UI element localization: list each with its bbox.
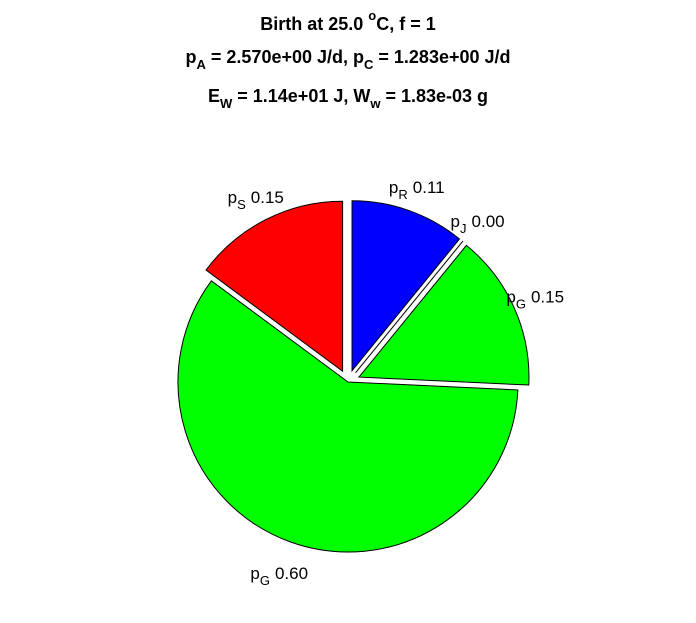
slice-label: pS 0.15 bbox=[228, 188, 284, 212]
chart-title: pA = 2.570e+00 J/d, pC = 1.283e+00 J/d bbox=[186, 47, 511, 73]
pie-slice bbox=[351, 200, 461, 373]
title-segment: A bbox=[197, 57, 207, 72]
pie-slice bbox=[205, 200, 344, 373]
slice-label-subscript: R bbox=[398, 187, 407, 202]
slice-label-symbol: p bbox=[451, 213, 460, 232]
slice-value-label: 0.60 bbox=[275, 565, 308, 584]
slice-label: pG 0.15 bbox=[506, 288, 564, 312]
title-segment: C bbox=[364, 57, 374, 72]
title-segment: Birth at 25.0 bbox=[260, 14, 368, 34]
title-segment: = 1.283e+00 J/d bbox=[373, 47, 510, 67]
slice-value-label: 0.15 bbox=[251, 188, 284, 207]
slice-label-symbol: p bbox=[389, 178, 398, 197]
slice-label: pG 0.60 bbox=[250, 565, 308, 589]
slice-label-subscript: G bbox=[516, 297, 526, 312]
title-segment: C, f = 1 bbox=[376, 14, 436, 34]
title-segment: = 1.83e-03 g bbox=[380, 86, 488, 106]
slice-label-subscript: S bbox=[237, 197, 246, 212]
title-segment: W bbox=[220, 96, 233, 111]
slice-label: pJ 0.00 bbox=[451, 213, 505, 237]
slice-label: pR 0.11 bbox=[389, 178, 445, 202]
slice-label-symbol: p bbox=[228, 188, 237, 207]
title-segment: = 2.570e+00 J/d, p bbox=[206, 47, 364, 67]
slice-value-label: 0.00 bbox=[472, 213, 505, 232]
title-segment: o bbox=[368, 8, 376, 23]
slice-label-subscript: J bbox=[460, 222, 467, 237]
chart-title: Birth at 25.0 oC, f = 1 bbox=[260, 8, 436, 33]
slice-label-symbol: p bbox=[506, 288, 515, 307]
slice-label-symbol: p bbox=[250, 565, 259, 584]
slice-value-label: 0.11 bbox=[413, 178, 445, 197]
title-segment: E bbox=[208, 86, 220, 106]
title-segment: p bbox=[186, 47, 197, 67]
title-segment: w bbox=[369, 96, 381, 111]
slice-label-subscript: G bbox=[260, 574, 270, 589]
pie-slice bbox=[357, 244, 530, 386]
title-segment: = 1.14e+01 J, W bbox=[232, 86, 370, 106]
slice-value-label: 0.15 bbox=[531, 288, 564, 307]
chart-title: EW = 1.14e+01 J, Ww = 1.83e-03 g bbox=[208, 86, 488, 112]
pie-slice bbox=[177, 280, 519, 553]
